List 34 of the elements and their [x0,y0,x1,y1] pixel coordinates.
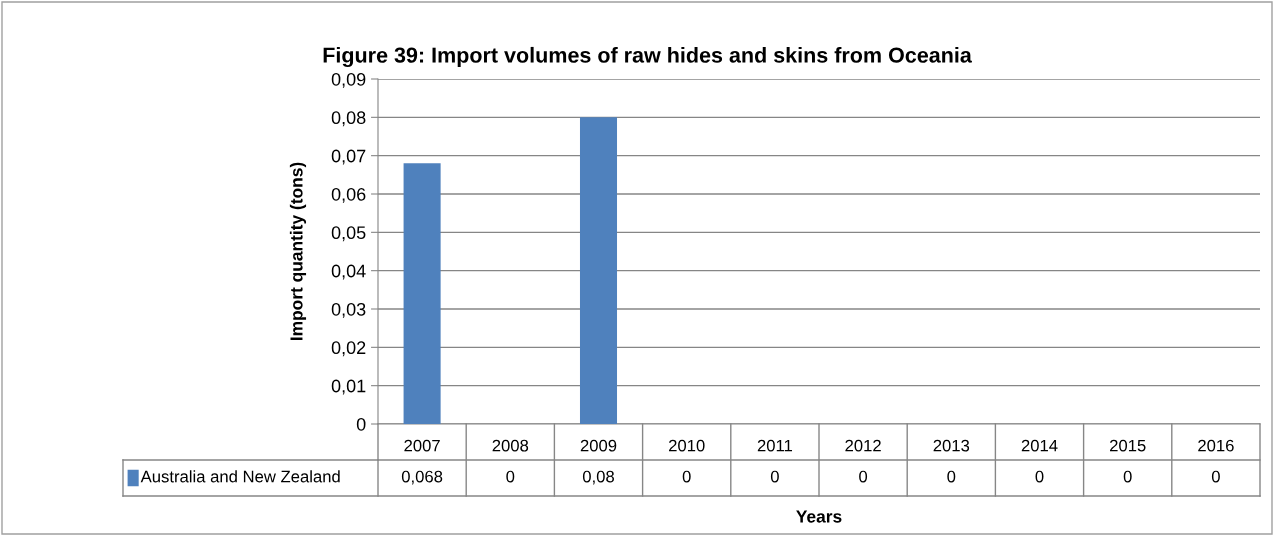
data-label: 0 [859,470,868,483]
x-tick-label: 2009 [580,439,617,452]
y-tick-label: 0 [356,417,366,431]
x-axis-title: Years [796,510,842,523]
y-tick-label: 0,02 [331,341,366,357]
x-tick-label: 2007 [404,439,440,452]
y-tick-label: 0,05 [331,226,366,242]
y-axis-title: Import quantity (tons) [289,162,307,341]
data-label: 0 [1123,470,1132,483]
data-label: 0,08 [582,470,614,485]
x-tick-label: 2016 [1198,439,1234,452]
x-tick-label: 2011 [757,439,793,452]
data-label: 0,068 [401,470,443,485]
y-tick-label: 0,03 [331,302,366,318]
y-tick-label: 0,06 [331,187,366,203]
y-tick-label: 0,01 [331,379,366,395]
data-label: 0 [682,470,691,483]
data-label: 0 [770,470,779,483]
x-tick-label: 2014 [1021,439,1058,452]
data-label: 0 [947,470,956,483]
x-tick-label: 2008 [492,439,529,452]
y-tick-label: 0,08 [331,111,366,127]
legend-label: Australia and New Zealand [140,470,340,483]
x-tick-label: 2013 [933,439,970,452]
data-label: 0 [506,470,515,483]
data-label: 0 [1211,470,1220,483]
chart-title: Figure 39: Import volumes of raw hides and skins from Oceania [323,46,972,68]
data-label: 0 [1035,470,1044,483]
x-tick-label: 2012 [845,439,881,452]
x-tick-label: 2015 [1110,439,1146,452]
y-tick-label: 0,07 [331,149,366,165]
y-tick-label: 0,04 [331,264,366,280]
x-tick-label: 2010 [669,439,705,452]
y-tick-label: 0,09 [331,72,366,88]
